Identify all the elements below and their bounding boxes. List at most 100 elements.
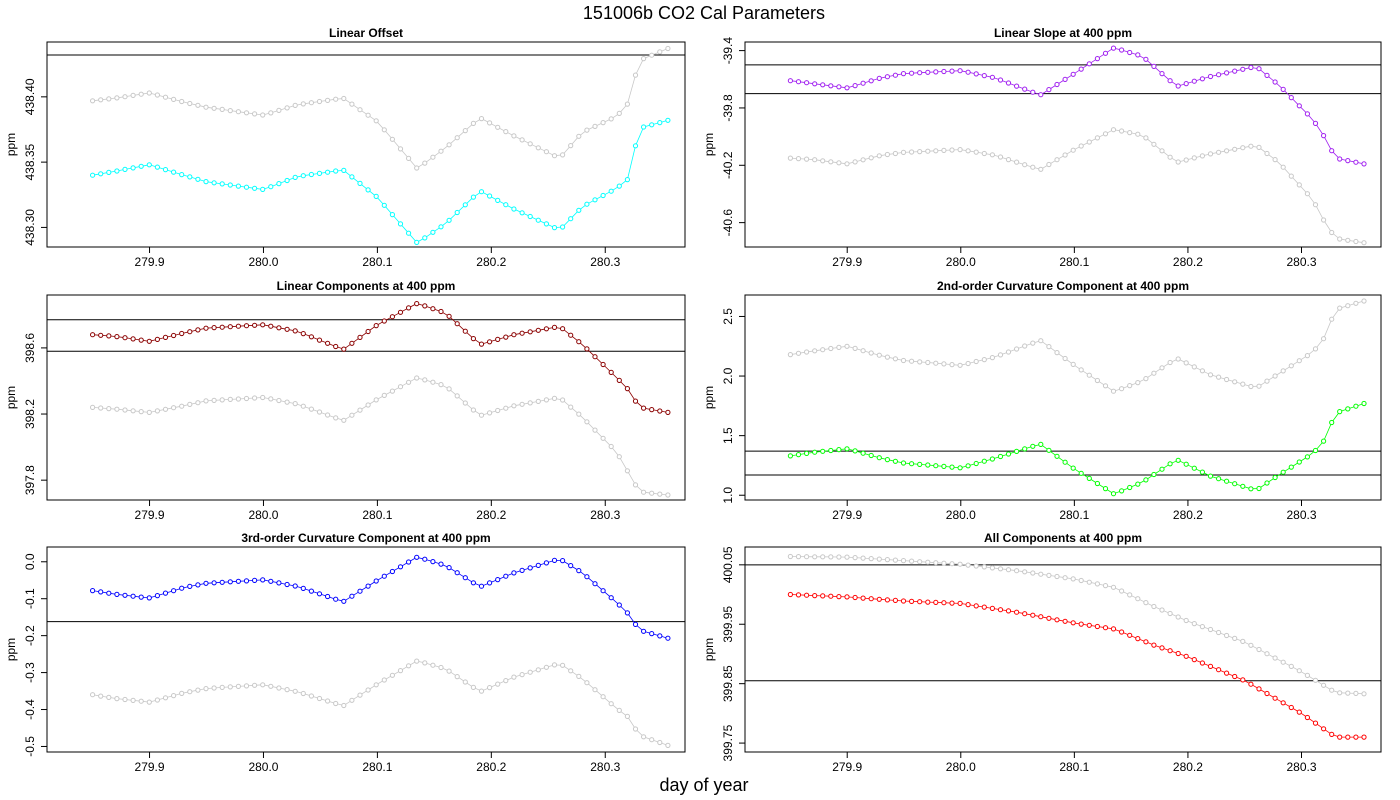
reference-series-point: [260, 682, 266, 688]
parameter-series-point: [1175, 83, 1181, 89]
parameter-series-point: [446, 565, 452, 571]
parameter-series-point: [632, 143, 639, 149]
parameter-series-point: [600, 192, 606, 199]
parameter-series-point: [1361, 734, 1367, 740]
parameter-series-point: [844, 446, 850, 452]
parameter-series-point: [997, 453, 1004, 460]
parameter-series-point: [430, 559, 436, 565]
parameter-series-point: [933, 463, 939, 469]
parameter-series-point: [844, 85, 850, 91]
reference-series-point: [381, 127, 387, 133]
parameter-series-point: [243, 323, 250, 329]
parameter-series-point: [1345, 158, 1351, 164]
reference-series-point: [1207, 626, 1214, 633]
parameter-series-point: [422, 303, 428, 309]
reference-series-point: [649, 737, 655, 743]
reference-series-point: [122, 407, 128, 413]
reference-series-point: [414, 165, 420, 171]
parameter-series-point: [551, 324, 558, 330]
reference-series-point: [828, 159, 834, 165]
reference-series-point: [292, 401, 298, 407]
parameter-series-line: [790, 403, 1365, 495]
reference-series-point: [1078, 577, 1084, 584]
reference-series-point: [430, 379, 436, 385]
parameter-series-point: [308, 334, 314, 340]
reference-series-point: [114, 95, 120, 101]
plot-frame: [744, 546, 1382, 753]
reference-series-point: [965, 562, 971, 568]
parameter-series-point: [130, 165, 136, 171]
parameter-series-point: [820, 448, 826, 454]
parameter-series-point: [478, 583, 485, 589]
reference-series-point: [1216, 149, 1222, 155]
reference-series-point: [600, 694, 606, 700]
parameter-series-point: [130, 336, 136, 342]
parameter-series-point: [576, 339, 582, 345]
reference-series-point: [1119, 128, 1125, 134]
parameter-series-point: [1337, 734, 1343, 740]
reference-series-point: [154, 92, 160, 98]
parameter-series-point: [1078, 470, 1084, 476]
parameter-series-point: [836, 447, 842, 453]
parameter-series-point: [1127, 49, 1133, 56]
parameter-series-point: [1022, 86, 1028, 92]
reference-series-point: [357, 107, 363, 113]
reference-series-point: [203, 104, 209, 110]
reference-series-point: [909, 358, 915, 364]
parameter-series-point: [917, 599, 923, 605]
reference-series-point: [130, 697, 136, 704]
reference-series-point: [1280, 368, 1286, 374]
reference-series-point: [1337, 690, 1343, 696]
reference-series-point: [949, 561, 955, 567]
panel-title: 3rd-order Curvature Component at 400 ppm: [241, 531, 490, 545]
reference-series-point: [1361, 691, 1367, 697]
reference-series-point: [397, 146, 404, 152]
parameter-series-point: [373, 578, 379, 584]
parameter-series-point: [965, 602, 971, 608]
parameter-series-point: [535, 327, 541, 333]
parameter-series-point: [1296, 709, 1302, 715]
parameter-series-point: [357, 334, 363, 340]
parameter-series-point: [1014, 448, 1020, 454]
parameter-series-point: [1216, 72, 1222, 78]
parameter-series-point: [300, 173, 306, 179]
parameter-series-point: [235, 323, 241, 329]
reference-series-point: [965, 360, 971, 367]
reference-series-point: [90, 404, 96, 410]
reference-series-point: [316, 98, 323, 105]
parameter-series-point: [1094, 623, 1101, 630]
reference-series-point: [965, 148, 971, 154]
y-tick-label: 398.6: [23, 333, 37, 363]
parameter-series-point: [1288, 95, 1294, 101]
parameter-series-point: [624, 386, 631, 392]
reference-series-point: [1022, 569, 1028, 575]
parameter-series-point: [462, 575, 468, 581]
parameter-series-point: [325, 169, 331, 175]
x-tick-label: 280.3: [1286, 508, 1316, 522]
parameter-series-point: [1321, 438, 1327, 444]
reference-series-point: [365, 112, 371, 118]
reference-series-point: [1159, 607, 1165, 613]
y-tick-label: 438.40: [23, 78, 37, 115]
reference-series-point: [584, 419, 590, 425]
y-tick-label: 399.75: [721, 724, 735, 761]
x-tick-label: 279.9: [832, 255, 862, 269]
parameter-series-point: [292, 174, 298, 180]
reference-series-point: [1070, 361, 1076, 367]
parameter-series-point: [852, 594, 858, 601]
parameter-series-point: [276, 181, 282, 187]
reference-series-point: [1272, 655, 1278, 661]
parameter-series-point: [171, 588, 177, 594]
reference-series-point: [941, 560, 947, 566]
reference-series-point: [503, 129, 509, 135]
parameter-series-point: [316, 591, 323, 597]
parameter-series-point: [268, 184, 274, 190]
parameter-series-point: [1062, 618, 1068, 624]
figure-xlabel: day of year: [659, 775, 748, 795]
parameter-series-line: [92, 119, 669, 243]
parameter-series-point: [657, 408, 663, 414]
parameter-series-point: [616, 602, 622, 608]
parameter-series-point: [949, 68, 955, 74]
reference-series-point: [373, 682, 379, 688]
parameter-series-point: [276, 325, 282, 331]
